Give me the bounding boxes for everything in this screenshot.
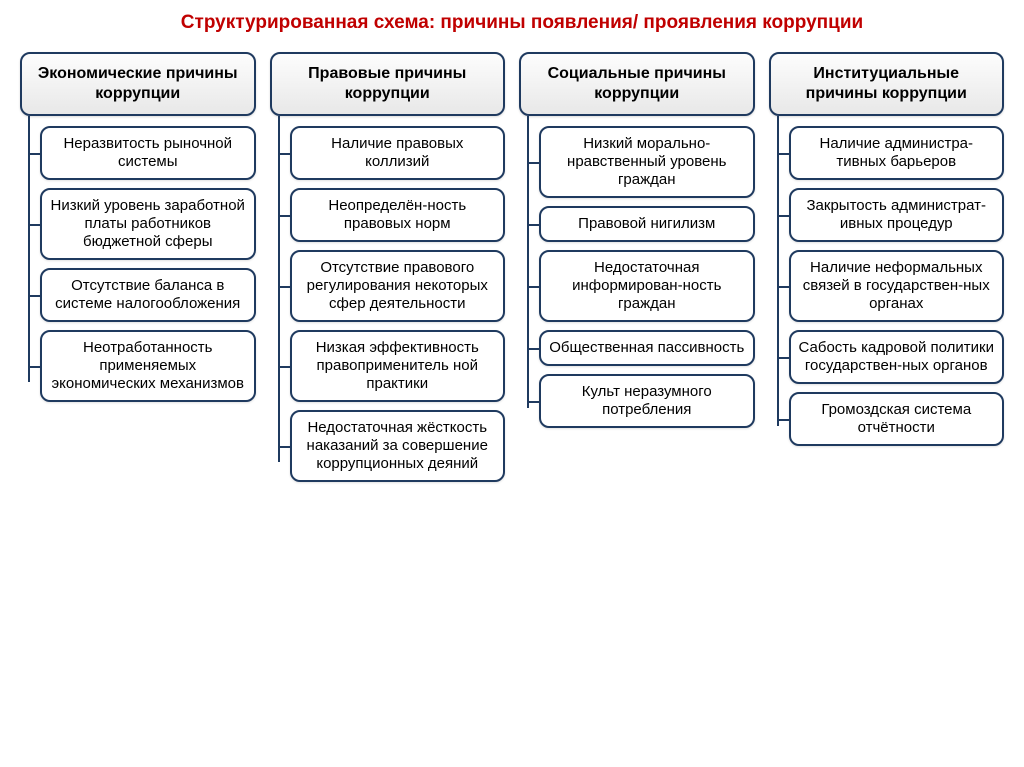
item-node: Низкий морально-нравственный уровень гра… <box>539 126 755 198</box>
item-node: Низкий уровень заработной платы работник… <box>40 188 256 260</box>
items-list: Наличие правовых коллизий Неопределён-но… <box>290 126 506 482</box>
item-node: Громоздская система отчётности <box>789 392 1005 446</box>
item-node: Низкая эффективность правоприменитель но… <box>290 330 506 402</box>
column-header: Экономические причины коррупции <box>20 52 256 116</box>
item-node: Общественная пассивность <box>539 330 755 366</box>
column-header: Правовые причины коррупции <box>270 52 506 116</box>
item-node: Наличие администра-тивных барьеров <box>789 126 1005 180</box>
item-node: Культ неразумного потребления <box>539 374 755 428</box>
item-node: Недостаточная жёсткость наказаний за сов… <box>290 410 506 482</box>
diagram-title: Структурированная схема: причины появлен… <box>40 12 1004 34</box>
item-node: Отсутствие правового регулирования некот… <box>290 250 506 322</box>
item-node: Неотработанность применяемых экономическ… <box>40 330 256 402</box>
item-node: Сабость кадровой политики государствен-н… <box>789 330 1005 384</box>
columns-container: Экономические причины коррупции Неразвит… <box>20 52 1004 482</box>
item-node: Наличие неформальных связей в государств… <box>789 250 1005 322</box>
column-institutional: Институциальные причины коррупции Наличи… <box>769 52 1005 446</box>
items-list: Наличие администра-тивных барьеров Закры… <box>789 126 1005 446</box>
column-header: Институциальные причины коррупции <box>769 52 1005 116</box>
item-node: Наличие правовых коллизий <box>290 126 506 180</box>
item-node: Правовой нигилизм <box>539 206 755 242</box>
item-node: Закрытость администрат-ивных процедур <box>789 188 1005 242</box>
items-list: Неразвитость рыночной системы Низкий уро… <box>40 126 256 402</box>
column-social: Социальные причины коррупции Низкий мора… <box>519 52 755 428</box>
item-node: Недостаточная информирован-ность граждан <box>539 250 755 322</box>
column-legal: Правовые причины коррупции Наличие право… <box>270 52 506 482</box>
item-node: Неразвитость рыночной системы <box>40 126 256 180</box>
items-list: Низкий морально-нравственный уровень гра… <box>539 126 755 428</box>
column-header: Социальные причины коррупции <box>519 52 755 116</box>
item-node: Неопределён-ность правовых норм <box>290 188 506 242</box>
item-node: Отсутствие баланса в системе налогооблож… <box>40 268 256 322</box>
column-economic: Экономические причины коррупции Неразвит… <box>20 52 256 402</box>
